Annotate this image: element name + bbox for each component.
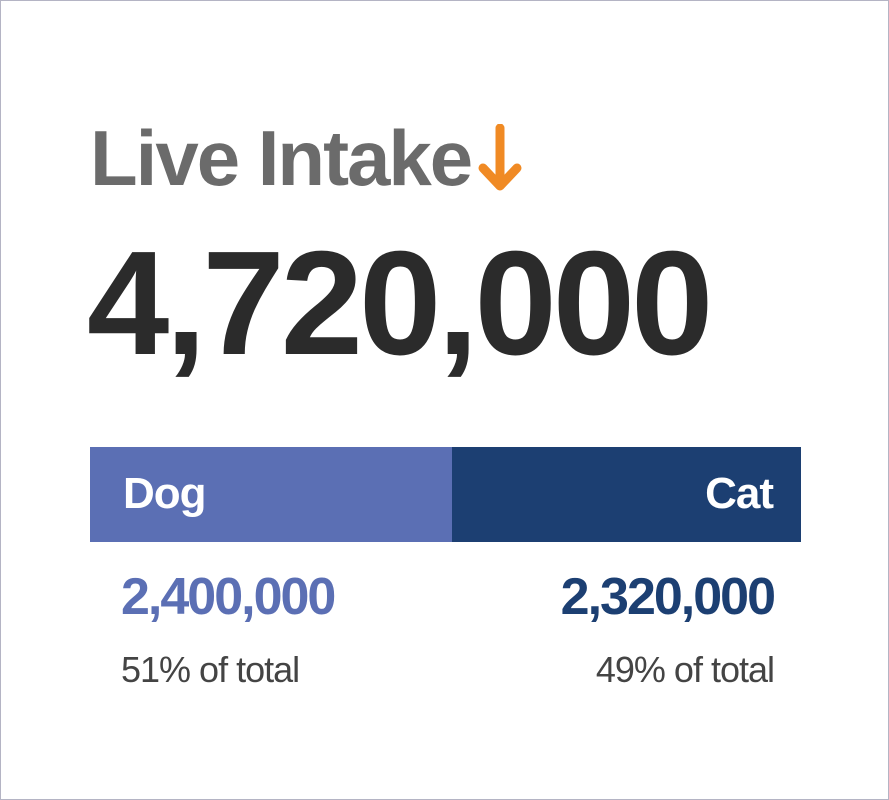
total-value: 4,720,000 xyxy=(87,221,713,386)
dog-value: 2,400,000 xyxy=(121,568,336,626)
arrow-down-icon xyxy=(478,123,522,190)
dog-percent: 51% of total xyxy=(121,649,300,690)
title-text: Live Intake xyxy=(90,114,473,202)
bar-segment-dog: Dog xyxy=(90,447,452,542)
chart-title: Live Intake xyxy=(90,113,523,204)
cat-value: 2,320,000 xyxy=(560,568,776,626)
bar-segment-cat: Cat xyxy=(451,447,801,542)
cat-label: Cat xyxy=(705,469,774,518)
cat-percent: 49% of total xyxy=(595,649,775,690)
stacked-bar: Dog Cat xyxy=(90,447,801,542)
dog-label: Dog xyxy=(123,469,207,518)
